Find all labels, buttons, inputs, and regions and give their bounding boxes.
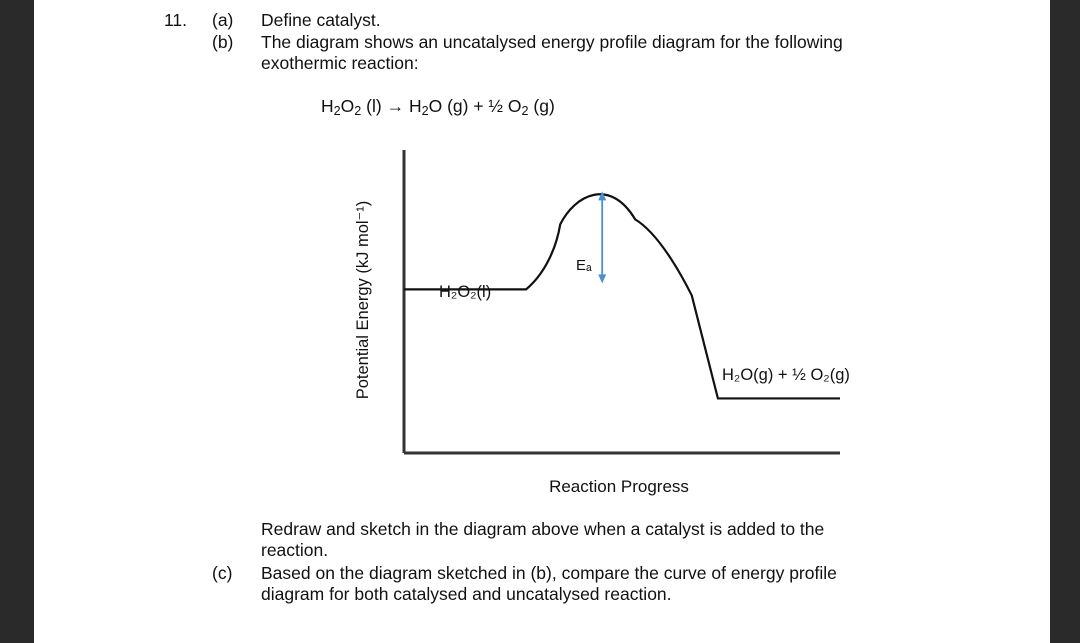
left-frame [0, 0, 34, 643]
reactant-label: H₂O₂(l) [439, 283, 491, 301]
part-b-line-1: The diagram shows an uncatalysed energy … [261, 32, 843, 52]
arrow-head-up [598, 191, 607, 201]
part-b-label: (b) [212, 32, 234, 52]
instruction-line-2: reaction. [261, 540, 329, 560]
reaction-equation: H2O2 (l) → H2O (g) + ½ O2 (g) [321, 96, 555, 118]
part-a-label: (a) [212, 10, 234, 30]
right-frame [1050, 0, 1080, 643]
activation-energy-label: Eₐ [576, 257, 592, 274]
arrow-head-down [598, 274, 607, 284]
part-c-label: (c) [212, 563, 233, 583]
part-b-line-2: exothermic reaction: [261, 53, 419, 73]
part-a-text: Define catalyst. [261, 10, 381, 30]
instruction-line-1: Redraw and sketch in the diagram above w… [261, 519, 825, 539]
question-number: 11. [164, 10, 188, 30]
product-label: H₂O(g) + ½ O₂(g) [722, 366, 850, 384]
part-c-line-1: Based on the diagram sketched in (b), co… [261, 563, 837, 583]
y-axis-label: Potential Energy (kJ mol⁻¹) [354, 201, 372, 400]
worksheet-page: 11. (a) Define catalyst. (b) The diagram… [34, 0, 1050, 643]
energy-profile-diagram: Potential Energy (kJ mol⁻¹) Reaction Pro… [354, 150, 850, 496]
part-c-line-2: diagram for both catalysed and uncatalys… [261, 584, 672, 604]
x-axis-label: Reaction Progress [549, 477, 689, 496]
